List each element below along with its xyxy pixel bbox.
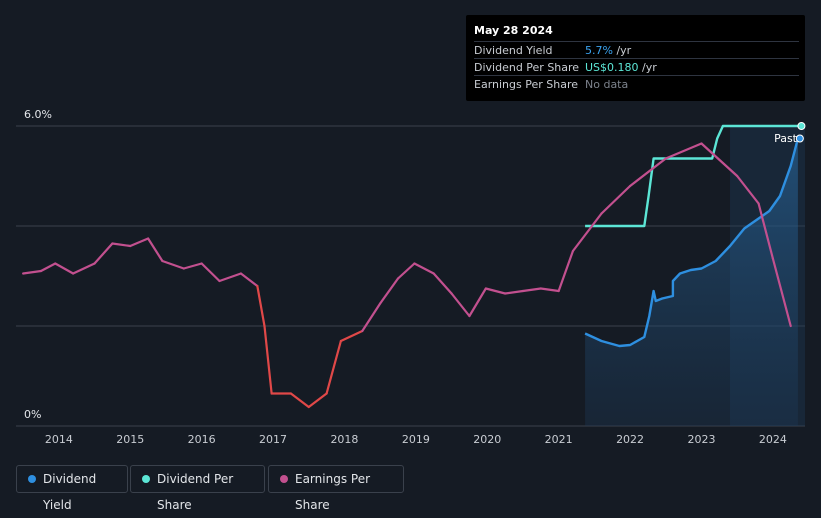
series-line-dividend-yield	[584, 138, 800, 348]
series-segment-earnings-per-share	[146, 237, 164, 263]
series-segment-earnings-per-share	[628, 157, 667, 188]
series-segment-earnings-per-share	[757, 202, 774, 260]
series-segment-earnings-per-share	[539, 287, 560, 293]
series-segment-earnings-per-share	[289, 392, 310, 409]
series-segment-earnings-per-share	[413, 262, 435, 275]
series-segment-earnings-per-share	[396, 262, 416, 280]
series-segment-earnings-per-share	[111, 242, 132, 248]
series-segment-earnings-per-share	[256, 284, 266, 328]
series-segment-earnings-per-share	[432, 272, 453, 295]
x-tick-label: 2023	[687, 433, 715, 446]
tooltip-row-earnings-per-share: Earnings Per Share No data	[474, 75, 799, 93]
series-segment-earnings-per-share	[664, 142, 703, 160]
y-tick-label: 6.0%	[24, 108, 52, 121]
tooltip-row-dividend-per-share: Dividend Per Share US$0.180 /yr	[474, 58, 799, 76]
tooltip-date: May 28 2024	[474, 24, 553, 37]
series-line-dividend-per-share	[585, 124, 802, 228]
legend-dot-icon	[280, 475, 288, 483]
series-segment-earnings-per-share	[339, 329, 364, 343]
series-segment-earnings-per-share	[521, 287, 542, 293]
series-segment-earnings-per-share	[72, 262, 96, 275]
series-segment-earnings-per-share	[379, 277, 400, 305]
series-segment-earnings-per-share	[39, 262, 57, 273]
series-segment-earnings-per-share	[22, 269, 43, 275]
tooltip-unit: /yr	[612, 44, 632, 57]
series-area-dividend-yield	[585, 138, 798, 426]
past-annotation: Past	[774, 132, 798, 145]
x-tick-label: 2016	[188, 433, 216, 446]
x-tick-label: 2018	[330, 433, 358, 446]
series-segment-earnings-per-share	[468, 287, 487, 318]
series-segment-earnings-per-share	[700, 142, 739, 178]
series-segment-earnings-per-share	[450, 292, 471, 318]
series-segment-earnings-per-share	[557, 249, 575, 293]
x-tick-label: 2014	[45, 433, 73, 446]
series-segment-earnings-per-share	[182, 262, 203, 270]
legend-dividend-per-share[interactable]: Dividend Per Share	[130, 465, 265, 512]
series-segment-earnings-per-share	[263, 324, 273, 395]
series-segment-earnings-per-share	[54, 262, 75, 275]
x-tick-label: 2020	[473, 433, 501, 446]
legend-dividend-yield[interactable]: Dividend Yield	[16, 465, 128, 512]
x-tick-label: 2015	[116, 433, 144, 446]
tooltip-row-dividend-yield: Dividend Yield 5.7% /yr	[474, 41, 799, 59]
series-segment-earnings-per-share	[771, 257, 792, 328]
series-segment-earnings-per-share	[600, 184, 632, 215]
series-segment-earnings-per-share	[736, 174, 760, 205]
legend-dot-icon	[28, 475, 36, 483]
tooltip-label: Dividend Yield	[474, 44, 553, 57]
tooltip: May 28 2024 Dividend Yield 5.7% /yr Divi…	[466, 15, 805, 101]
series-segment-earnings-per-share	[571, 212, 603, 253]
series-endpoint-dividend-yield	[795, 134, 804, 143]
series-segment-earnings-per-share	[504, 289, 525, 295]
x-tick-label: 2021	[545, 433, 573, 446]
series-segment-earnings-per-share	[129, 237, 150, 248]
series-segment-earnings-per-share	[325, 339, 342, 395]
tooltip-label: Earnings Per Share	[474, 78, 579, 91]
y-tick-label: 0%	[24, 408, 41, 421]
series-segment-earnings-per-share	[93, 242, 114, 265]
tooltip-value: No data	[585, 78, 629, 91]
series-segment-earnings-per-share	[307, 392, 328, 409]
series-segment-earnings-per-share	[218, 272, 243, 283]
tooltip-label: Dividend Per Share	[474, 61, 580, 74]
x-tick-label: 2024	[759, 433, 787, 446]
series-segment-earnings-per-share	[200, 262, 221, 283]
series-endpoint-dividend-per-share	[797, 122, 806, 130]
x-tick-label: 2019	[402, 433, 430, 446]
series-segment-earnings-per-share	[161, 259, 185, 270]
tooltip-unit: /yr	[638, 61, 657, 74]
series-segment-earnings-per-share	[361, 302, 382, 333]
series-segment-earnings-per-share	[239, 272, 259, 288]
x-tick-label: 2017	[259, 433, 287, 446]
tooltip-value: 5.7%	[585, 44, 613, 57]
tooltip-value: US$0.180	[585, 61, 639, 74]
x-tick-label: 2022	[616, 433, 644, 446]
series-segment-earnings-per-share	[484, 287, 507, 295]
legend-dot-icon	[142, 475, 150, 483]
legend-earnings-per-share[interactable]: Earnings Per Share	[268, 465, 404, 512]
